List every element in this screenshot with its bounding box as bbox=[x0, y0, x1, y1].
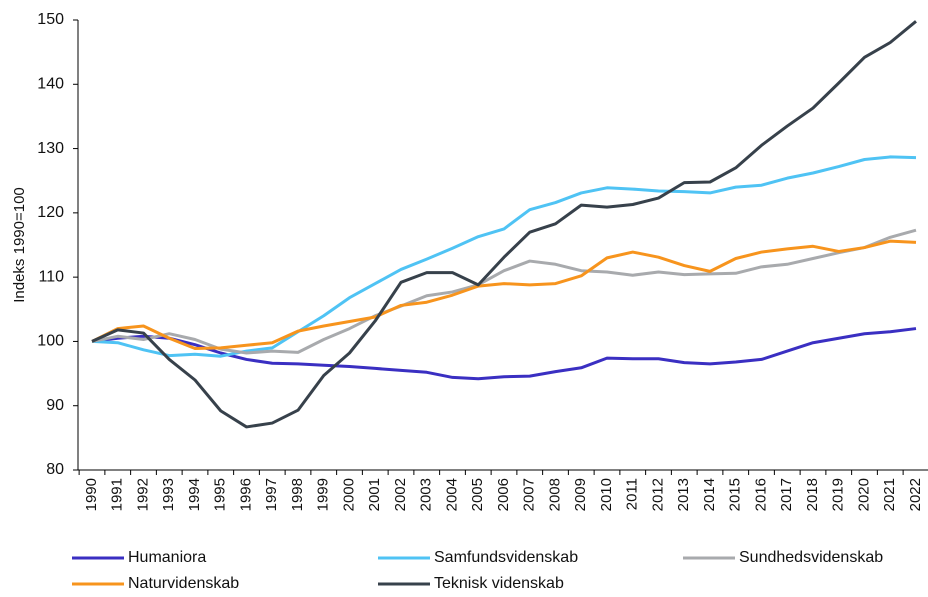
x-tick-label: 2021 bbox=[881, 478, 898, 511]
x-tick-label: 2004 bbox=[443, 478, 460, 511]
y-tick-label: 80 bbox=[46, 461, 64, 478]
x-tick-label: 2016 bbox=[752, 478, 769, 511]
line-series bbox=[91, 155, 917, 358]
y-axis-label: Indeks 1990=100 bbox=[11, 187, 28, 303]
y-tick-label: 130 bbox=[37, 140, 64, 157]
x-tick-label: 2012 bbox=[649, 478, 666, 511]
x-tick-label: 1998 bbox=[289, 478, 306, 511]
x-tick-label: 2013 bbox=[675, 478, 692, 511]
legend-label: Naturvidenskab bbox=[128, 575, 239, 592]
x-tick-label: 1992 bbox=[134, 478, 151, 511]
x-tick-label: 2020 bbox=[855, 478, 872, 511]
y-tick-label: 120 bbox=[37, 204, 64, 221]
x-tick-label: 1999 bbox=[315, 478, 332, 511]
legend-label: Teknisk videnskab bbox=[434, 575, 564, 592]
x-tick-label: 1996 bbox=[237, 478, 254, 511]
x-tick-label: 2008 bbox=[546, 478, 563, 511]
y-tick-label: 150 bbox=[37, 11, 64, 28]
line-series bbox=[91, 327, 917, 381]
legend-label: Humaniora bbox=[128, 549, 206, 566]
legend-label: Sundhedsvidenskab bbox=[739, 549, 883, 566]
x-tick-label: 2009 bbox=[572, 478, 589, 511]
x-tick-label: 1997 bbox=[263, 478, 280, 511]
x-tick-label: 1990 bbox=[83, 478, 100, 511]
x-tick-label: 2019 bbox=[830, 478, 847, 511]
x-tick-label: 1995 bbox=[212, 478, 229, 511]
x-tick-label: 2011 bbox=[624, 478, 641, 510]
x-tick-label: 2014 bbox=[701, 478, 718, 511]
x-tick-label: 2002 bbox=[392, 478, 409, 511]
x-tick-label: 2000 bbox=[340, 478, 357, 511]
x-tick-label: 1991 bbox=[109, 478, 126, 511]
y-tick-label: 90 bbox=[46, 397, 64, 414]
y-tick-label: 110 bbox=[38, 268, 64, 285]
x-tick-label: 1993 bbox=[160, 478, 177, 511]
x-tick-label: 2015 bbox=[727, 478, 744, 511]
x-tick-label: 2006 bbox=[495, 478, 512, 511]
x-tick-label: 2001 bbox=[366, 478, 383, 511]
x-tick-label: 2007 bbox=[521, 478, 538, 511]
y-tick-label: 140 bbox=[37, 76, 64, 93]
x-tick-label: 2017 bbox=[778, 478, 795, 511]
y-tick-label: 100 bbox=[37, 333, 64, 350]
legend-label: Samfundsvidenskab bbox=[434, 549, 578, 566]
x-tick-label: 2005 bbox=[469, 478, 486, 511]
line-series bbox=[91, 20, 917, 429]
x-tick-label: 1994 bbox=[186, 478, 203, 511]
line-series bbox=[91, 239, 917, 350]
x-tick-label: 2022 bbox=[907, 478, 924, 511]
line-series bbox=[91, 228, 917, 355]
x-tick-label: 2018 bbox=[804, 478, 821, 511]
x-tick-label: 2003 bbox=[418, 478, 435, 511]
x-tick-label: 2010 bbox=[598, 478, 615, 511]
